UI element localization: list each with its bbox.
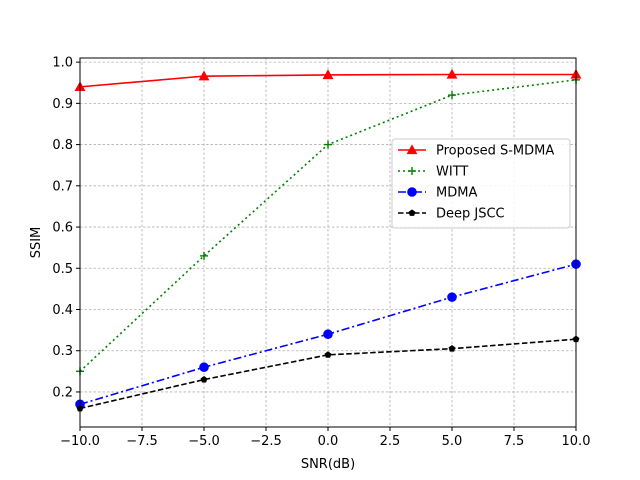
x-tick-label: 2.5 xyxy=(380,434,401,449)
legend-label: WITT xyxy=(436,165,468,180)
x-tick-label: −7.5 xyxy=(126,434,158,449)
legend-label: Deep JSCC xyxy=(436,207,505,222)
data-point xyxy=(198,70,210,81)
y-tick-label: 0.9 xyxy=(52,97,73,112)
data-point xyxy=(200,375,208,383)
x-tick-label: 7.5 xyxy=(504,434,525,449)
x-tick-label: −10.0 xyxy=(60,434,100,449)
data-point xyxy=(200,251,208,260)
series-2 xyxy=(75,259,581,410)
x-axis: −10.0 −7.5 −5.0 −2.5 0.0 2.5 5.0 7.5 10.0 xyxy=(60,427,590,449)
data-point xyxy=(323,329,333,340)
legend-marker xyxy=(407,187,417,197)
x-tick-label: 0.0 xyxy=(318,434,339,449)
series-group xyxy=(74,68,582,412)
data-point xyxy=(446,68,458,79)
data-point xyxy=(448,91,456,100)
y-tick-label: 0.3 xyxy=(52,344,73,359)
legend-entry: Deep JSCC xyxy=(398,207,505,222)
y-tick-label: 1.0 xyxy=(52,56,73,71)
series-line xyxy=(79,338,577,410)
y-tick-label: 0.7 xyxy=(52,179,73,194)
data-point xyxy=(322,69,334,80)
x-axis-label: SNR(dB) xyxy=(301,457,355,472)
data-point xyxy=(447,292,457,302)
x-tick-label: 5.0 xyxy=(442,434,463,449)
legend-label: MDMA xyxy=(436,186,477,201)
data-point xyxy=(324,140,332,149)
legend-entry: Proposed S-MDMA xyxy=(398,144,554,159)
y-tick-label: 0.8 xyxy=(52,138,73,153)
data-point xyxy=(448,345,456,352)
y-tick-label: 0.5 xyxy=(52,262,73,277)
legend-marker xyxy=(408,209,416,216)
x-tick-label: −2.5 xyxy=(250,434,282,449)
x-tick-label: 10.0 xyxy=(562,434,591,449)
y-tick-label: 0.6 xyxy=(52,221,73,236)
data-point xyxy=(324,351,332,358)
legend-marker xyxy=(406,144,418,155)
data-point xyxy=(199,362,209,373)
legend-box xyxy=(391,138,571,229)
series-3 xyxy=(76,335,580,412)
y-tick-label: 0.2 xyxy=(52,385,73,400)
legend-label: Proposed S-MDMA xyxy=(436,144,554,159)
legend: Proposed S-MDMA WITT MDMA Deep JSCC xyxy=(391,138,571,229)
x-tick-label: −5.0 xyxy=(188,434,220,449)
y-axis-label: SSIM xyxy=(29,227,44,259)
legend-entry: MDMA xyxy=(398,186,477,201)
y-axis: 0.2 0.3 0.4 0.5 0.6 0.7 0.8 0.9 1.0 xyxy=(52,56,80,400)
legend-entry: WITT xyxy=(398,165,468,180)
y-tick-label: 0.4 xyxy=(52,303,73,318)
legend-marker xyxy=(408,167,416,175)
series-0 xyxy=(74,68,582,92)
